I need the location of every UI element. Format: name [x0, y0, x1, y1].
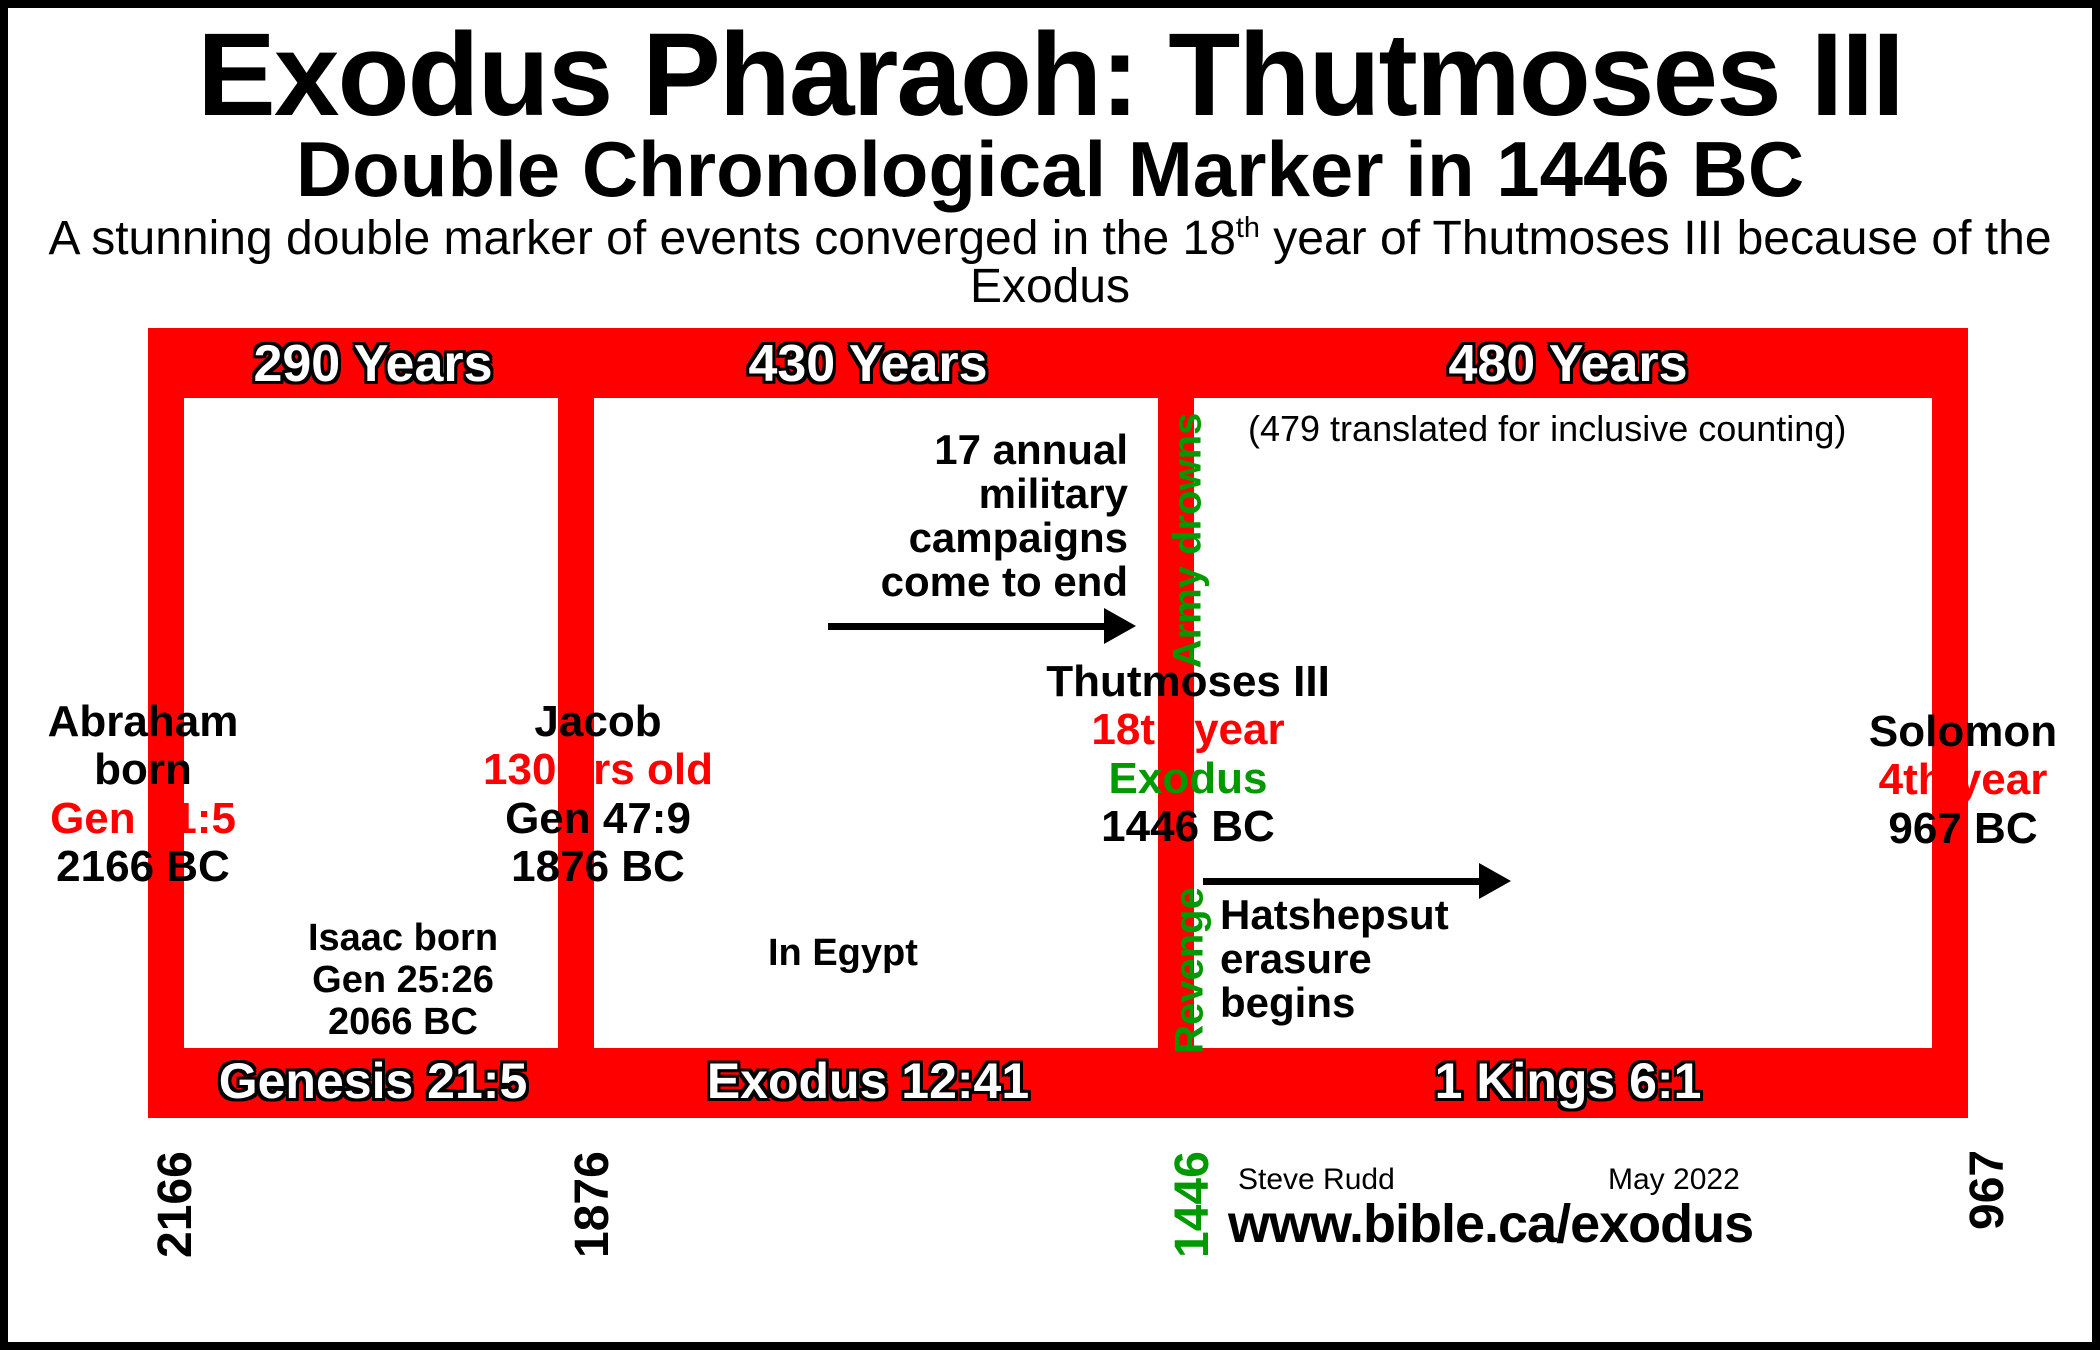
event-thutmoses: Thutmoses III 18th year Exodus 1446 BC	[1028, 658, 1348, 852]
isaac-ref: Gen 25:26	[312, 959, 494, 1001]
abraham-l2: born	[94, 745, 192, 794]
campaigns-l4: come to end	[881, 558, 1128, 605]
axis-2166: 2166	[148, 1151, 203, 1258]
page-title: Exodus Pharaoh: Thutmoses III	[8, 8, 2092, 134]
band-290: 290 Years	[253, 334, 492, 394]
event-isaac: Isaac born Gen 25:26 2066 BC	[278, 918, 528, 1043]
ref-kings: 1 Kings 6:1	[1435, 1052, 1702, 1110]
thutmoses-l3: Exodus	[1109, 754, 1268, 803]
hatshepsut-l2: erasure	[1220, 935, 1372, 982]
vlabel-army-drowns: Army drowns	[1166, 401, 1211, 681]
page-desc: A stunning double marker of events conve…	[8, 214, 2092, 311]
ref-exodus: Exodus 12:41	[707, 1052, 1029, 1110]
solomon-l1: Solomon	[1869, 707, 2057, 756]
timeline-chart: 290 Years 430 Years 480 Years Genesis 21…	[148, 328, 1968, 1118]
band-430: 430 Years	[748, 334, 987, 394]
axis-1446: 1446	[1165, 1151, 1220, 1258]
footer-credit: Steve Rudd	[1238, 1163, 1395, 1197]
footer-date: May 2022	[1608, 1163, 1740, 1197]
jacob-ref: Gen 47:9	[505, 794, 691, 843]
campaigns-l1: 17 annual	[934, 426, 1128, 473]
arrow-campaigns	[828, 623, 1108, 630]
solomon-date: 967 BC	[1888, 804, 2037, 853]
ref-genesis: Genesis 21:5	[219, 1052, 528, 1110]
hatshepsut-l1: Hatshepsut	[1220, 891, 1449, 938]
hatshepsut-l3: begins	[1220, 979, 1355, 1026]
campaigns-l3: campaigns	[909, 514, 1128, 561]
page-subtitle: Double Chronological Marker in 1446 BC	[8, 130, 2092, 208]
event-jacob: Jacob 130 yrs old Gen 47:9 1876 BC	[458, 698, 738, 892]
thutmoses-date: 1446 BC	[1101, 802, 1275, 851]
abraham-date: 2166 BC	[56, 842, 230, 891]
event-in-egypt: In Egypt	[768, 933, 918, 975]
event-solomon: Solomon 4th year 967 BC	[1833, 708, 2093, 853]
isaac-l1: Isaac born	[308, 917, 498, 959]
jacob-l1: Jacob	[534, 697, 661, 746]
axis-967: 967	[1960, 1150, 2015, 1230]
thutmoses-l2: 18th year	[1091, 705, 1284, 754]
event-campaigns: 17 annual military campaigns come to end	[848, 428, 1128, 604]
band-480: 480 Years	[1448, 334, 1687, 394]
abraham-ref: Gen 21:5	[50, 794, 236, 843]
solomon-l2: 4th year	[1879, 755, 2048, 804]
event-hatshepsut: Hatshepsut erasure begins	[1220, 893, 1449, 1025]
event-abraham: Abraham born Gen 21:5 2166 BC	[13, 698, 273, 892]
vlabel-revenge: Revenge	[1168, 871, 1213, 1071]
campaigns-l2: military	[979, 470, 1128, 517]
arrow-revenge	[1203, 878, 1483, 885]
abraham-l1: Abraham	[48, 697, 239, 746]
jacob-date: 1876 BC	[511, 842, 685, 891]
note-479: (479 translated for inclusive counting)	[1248, 408, 1846, 450]
footer-url: www.bible.ca/exodus	[1228, 1193, 1753, 1255]
axis-1876: 1876	[565, 1151, 620, 1258]
jacob-l2: 130 yrs old	[483, 745, 713, 794]
isaac-date: 2066 BC	[328, 1001, 478, 1043]
